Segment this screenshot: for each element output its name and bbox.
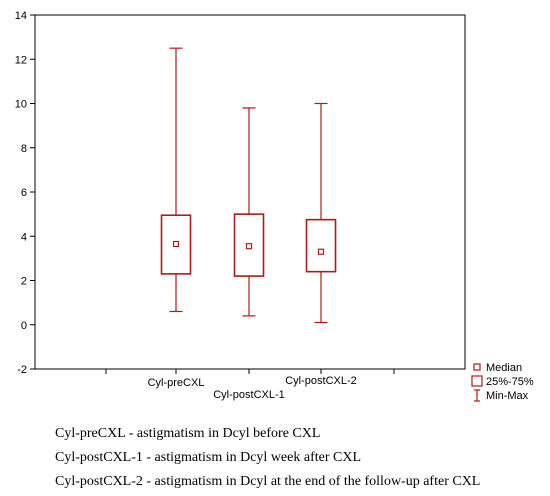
- median-marker: [245, 243, 253, 250]
- caption-pre: Cyl-preCXL - astigmatism in Dcyl before …: [55, 426, 321, 441]
- x-category-label: Cyl-postCXL-2: [285, 375, 357, 387]
- legend-minmax-label: Min-Max: [486, 390, 529, 402]
- y-tick-label: 8: [21, 143, 27, 155]
- box-3: [305, 102, 337, 324]
- iqr-box: [305, 218, 337, 273]
- legend-box-marker: [471, 375, 483, 387]
- iqr-box: [160, 214, 192, 275]
- caption-post1: Cyl-postCXL-1 - astigmatism in Dcyl week…: [55, 450, 361, 465]
- x-category-label: Cyl-preCXL: [148, 377, 205, 389]
- y-axis: -2 0 2 4 6 8 10 12 14: [15, 10, 35, 376]
- box-2: [233, 107, 265, 317]
- legend-box-label: 25%-75%: [486, 376, 534, 388]
- iqr-box: [233, 213, 265, 277]
- caption-post2: Cyl-postCXL-2 - astigmatism in Dcyl at t…: [55, 474, 481, 489]
- median-marker: [317, 248, 325, 255]
- legend-median-marker: [473, 363, 481, 371]
- legend-median-label: Median: [486, 362, 522, 374]
- boxes: [160, 47, 337, 324]
- y-tick-label: 6: [21, 187, 27, 199]
- x-category-label: Cyl-postCXL-1: [213, 389, 285, 401]
- y-tick-label: 12: [15, 54, 27, 66]
- y-tick-label: 4: [21, 231, 27, 243]
- box-1: [160, 47, 192, 313]
- box-plot-chart: -2 0 2 4 6 8 10 12 14 Cyl-preCXL Cyl-postCXL-1Cyl…: [15, 10, 534, 402]
- legend-minmax-marker: [474, 389, 480, 402]
- y-tick-label: 10: [15, 99, 27, 111]
- y-tick-label: 14: [15, 10, 27, 22]
- legend: Median 25%-75% Min-Max: [471, 362, 534, 402]
- y-tick-label: -2: [17, 364, 27, 376]
- caption-list: Cyl-preCXL - astigmatism in Dcyl before …: [55, 422, 545, 494]
- y-tick-label: 0: [21, 320, 27, 332]
- median-marker: [172, 240, 180, 248]
- y-tick-label: 2: [21, 276, 27, 288]
